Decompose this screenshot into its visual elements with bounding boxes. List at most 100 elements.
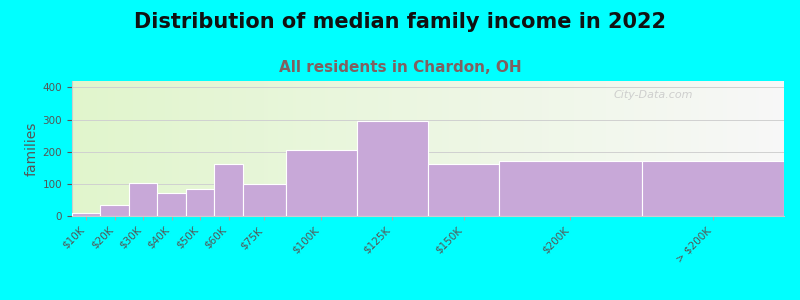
Bar [738, 81, 742, 216]
Bar [79, 81, 82, 216]
Bar [261, 81, 264, 216]
Bar [186, 189, 214, 216]
Bar [592, 81, 595, 216]
Bar [730, 81, 734, 216]
Bar [645, 81, 649, 216]
Bar [781, 81, 784, 216]
Bar [150, 81, 154, 216]
Bar [303, 81, 307, 216]
Bar [218, 81, 222, 216]
Bar [489, 81, 492, 216]
Bar [502, 81, 506, 216]
Bar [723, 81, 727, 216]
Bar [179, 81, 182, 216]
Bar [460, 81, 464, 216]
Bar [563, 81, 567, 216]
Bar [229, 81, 232, 216]
Bar [677, 81, 681, 216]
Bar [620, 81, 624, 216]
Bar [421, 81, 425, 216]
Bar [438, 81, 442, 216]
Bar [431, 81, 435, 216]
Bar [734, 81, 738, 216]
Bar [595, 81, 599, 216]
Bar [510, 81, 514, 216]
Bar [392, 81, 396, 216]
Bar [610, 81, 613, 216]
Bar [82, 81, 86, 216]
Bar [250, 81, 254, 216]
Bar [175, 81, 179, 216]
Bar [710, 81, 713, 216]
Text: Distribution of median family income in 2022: Distribution of median family income in … [134, 12, 666, 32]
Bar [702, 81, 706, 216]
Bar [659, 81, 663, 216]
Bar [428, 164, 499, 216]
Bar [524, 81, 528, 216]
Bar [382, 81, 386, 216]
Bar [286, 150, 357, 216]
Bar [239, 81, 243, 216]
Bar [691, 81, 695, 216]
Bar [314, 81, 318, 216]
Bar [286, 81, 289, 216]
Bar [399, 81, 403, 216]
Bar [688, 81, 691, 216]
Bar [154, 81, 158, 216]
Y-axis label: families: families [25, 121, 38, 176]
Bar [97, 81, 101, 216]
Bar [271, 81, 275, 216]
Bar [94, 81, 97, 216]
Bar [374, 81, 378, 216]
Bar [146, 81, 150, 216]
Bar [745, 81, 748, 216]
Bar [499, 81, 502, 216]
Bar [197, 81, 200, 216]
Bar [681, 81, 684, 216]
Bar [613, 81, 617, 216]
Bar [531, 81, 534, 216]
Bar [406, 81, 410, 216]
Bar [410, 81, 414, 216]
Bar [107, 81, 111, 216]
Bar [378, 81, 382, 216]
Bar [342, 81, 346, 216]
Bar [318, 81, 321, 216]
Bar [282, 81, 286, 216]
Bar [698, 81, 702, 216]
Bar [546, 81, 549, 216]
Bar [574, 81, 578, 216]
Bar [214, 164, 243, 216]
Bar [766, 81, 770, 216]
Bar [446, 81, 450, 216]
Bar [396, 81, 399, 216]
Bar [222, 81, 225, 216]
Bar [631, 81, 634, 216]
Bar [158, 193, 186, 216]
Bar [118, 81, 122, 216]
Bar [114, 81, 118, 216]
Bar [560, 81, 563, 216]
Bar [354, 81, 357, 216]
Bar [289, 81, 293, 216]
Bar [236, 81, 239, 216]
Bar [556, 81, 560, 216]
Bar [133, 81, 136, 216]
Bar [674, 81, 677, 216]
Bar [716, 81, 720, 216]
Bar [770, 81, 774, 216]
Bar [307, 81, 310, 216]
Bar [386, 81, 389, 216]
Bar [357, 81, 360, 216]
Bar [652, 81, 656, 216]
Bar [649, 81, 652, 216]
Bar [101, 81, 104, 216]
Bar [464, 81, 467, 216]
Bar [214, 81, 218, 216]
Bar [200, 81, 204, 216]
Text: City-Data.com: City-Data.com [613, 90, 693, 100]
Bar [207, 81, 211, 216]
Bar [755, 81, 759, 216]
Bar [257, 81, 261, 216]
Bar [638, 81, 642, 216]
